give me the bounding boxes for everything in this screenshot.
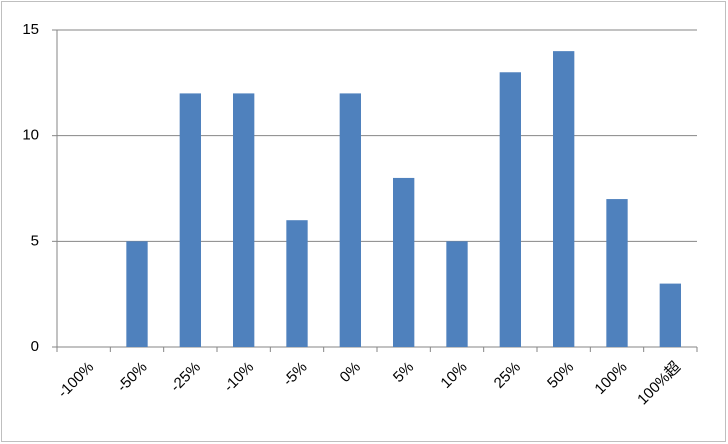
- bar: [446, 241, 468, 347]
- bar: [553, 51, 575, 348]
- bar: [286, 220, 308, 347]
- bar: [339, 93, 361, 348]
- bar: [659, 283, 681, 347]
- y-tick-label: 5: [31, 232, 39, 249]
- bar: [606, 199, 628, 347]
- bar: [233, 93, 255, 348]
- bar: [393, 177, 415, 347]
- y-tick-label: 10: [22, 127, 39, 144]
- bar: [179, 93, 201, 348]
- bar: [126, 241, 148, 347]
- y-tick-label: 0: [31, 338, 39, 355]
- bar: [499, 72, 521, 348]
- y-tick-label: 15: [22, 21, 39, 38]
